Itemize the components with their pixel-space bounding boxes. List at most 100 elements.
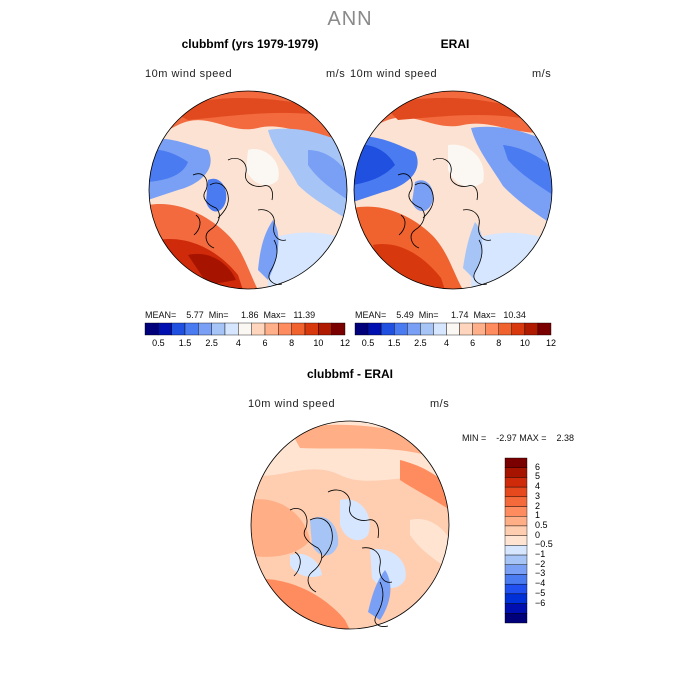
colorbar-tick-label: 1.5 (387, 338, 401, 348)
colorbar-swatch (144, 322, 159, 336)
colorbar-swatch (367, 322, 382, 336)
colorbar-swatch (251, 322, 266, 336)
colorbar-swatch (537, 322, 552, 336)
colorbar-swatch (211, 322, 226, 336)
panel2-variable: 10m wind speed (350, 68, 438, 80)
colorbar-swatch (184, 322, 199, 336)
colorbar-swatch (504, 506, 528, 517)
colorbar-tick-label: 2.5 (205, 338, 218, 348)
colorbar-swatch (394, 322, 408, 336)
panel2-stats: MEAN= 5.49 Min= 1.74 Max= 10.34 (355, 310, 526, 320)
colorbar-tick-label: 6 (262, 338, 268, 348)
panel2-colorbar-ticks: 0.5 1.5 2.5 4 6 8 10 12 (355, 338, 556, 350)
colorbar-swatch (238, 322, 252, 336)
colorbar-swatch (511, 322, 526, 336)
colorbar-tick-label: −0.5 (535, 539, 553, 550)
colorbar-swatch (504, 593, 528, 604)
colorbar-swatch (504, 554, 528, 565)
colorbar-swatch (198, 322, 212, 336)
panel2-units: m/s (532, 68, 552, 80)
colorbar-swatch (158, 322, 172, 336)
colorbar-tick-label: 1 (535, 510, 541, 521)
colorbar-tick-label: 0 (535, 529, 541, 540)
colorbar-tick-label: 8 (289, 338, 295, 348)
colorbar-tick-label: −3 (535, 568, 546, 579)
panel1-title: clubbmf (yrs 1979-1979) (181, 37, 319, 51)
colorbar-swatch (504, 603, 528, 614)
colorbar-swatch (504, 535, 528, 546)
panel1-stats: MEAN= 5.77 Min= 1.86 Max= 11.39 (145, 310, 316, 320)
colorbar-tick-label: 2.5 (414, 338, 427, 348)
panel1-units: m/s (326, 68, 346, 80)
colorbar-swatch (504, 545, 528, 556)
colorbar-tick-label: 12 (545, 338, 557, 348)
colorbar-tick-label: 6 (535, 461, 541, 472)
colorbar-swatch (504, 477, 528, 488)
colorbar-tick-label: 4 (443, 338, 449, 348)
colorbar-tick-label: −1 (535, 549, 546, 560)
colorbar-tick-label: 8 (496, 338, 502, 348)
panel3-map (250, 420, 450, 630)
panel3-variable: 10m wind speed (248, 398, 336, 410)
colorbar-tick-label: 10 (519, 338, 530, 348)
colorbar-swatch (331, 322, 346, 336)
colorbar-swatch (224, 322, 239, 336)
colorbar-swatch (504, 564, 528, 575)
panel2-title: ERAI (440, 37, 470, 51)
panel2-colorbar (354, 322, 552, 336)
panel1-map (148, 90, 348, 290)
colorbar-tick-label: 0.5 (361, 338, 375, 348)
panel3-stats: MIN = -2.97 MAX = 2.38 (462, 433, 575, 443)
figure-title: ANN (327, 8, 373, 30)
panel3-units: m/s (430, 398, 450, 410)
colorbar-tick-label: 4 (535, 481, 541, 492)
colorbar-tick-label: 1.5 (178, 338, 192, 348)
colorbar-swatch (318, 322, 332, 336)
colorbar-tick-label: 2 (535, 500, 541, 511)
colorbar-swatch (264, 322, 279, 336)
colorbar-swatch (291, 322, 306, 336)
panel3-title: clubbmf - ERAI (307, 367, 393, 381)
colorbar-swatch (504, 486, 528, 498)
colorbar-swatch (433, 322, 447, 336)
colorbar-swatch (504, 496, 528, 507)
colorbar-swatch (524, 322, 539, 336)
panel1-colorbar (144, 322, 346, 336)
colorbar-swatch (504, 516, 528, 527)
colorbar-tick-label: 0.5 (152, 338, 165, 348)
colorbar-swatch (504, 525, 528, 536)
colorbar-swatch (407, 322, 421, 336)
colorbar-swatch (504, 583, 528, 595)
colorbar-tick-label: 12 (339, 338, 351, 348)
colorbar-swatch (498, 322, 513, 336)
colorbar-swatch (420, 322, 434, 336)
colorbar-swatch (504, 613, 528, 624)
colorbar-swatch (446, 322, 460, 336)
colorbar-swatch (504, 574, 528, 585)
colorbar-tick-label: 5 (535, 471, 541, 482)
colorbar-tick-label: −6 (535, 597, 546, 608)
colorbar-swatch (485, 322, 499, 336)
colorbar-tick-label: −4 (535, 578, 546, 589)
panel3-colorbar-ticks: 6 5 4 3 2 1 0.5 0 −0.5 −1 −2 −3 −4 −5 −6 (535, 458, 575, 623)
colorbar-tick-label: 10 (313, 338, 324, 348)
panel1-variable: 10m wind speed (145, 68, 233, 80)
panel1-colorbar-ticks: 0.5 1.5 2.5 4 6 8 10 12 (145, 338, 350, 350)
colorbar-swatch (171, 322, 186, 336)
colorbar-swatch (380, 322, 395, 336)
colorbar-tick-label: 4 (235, 338, 241, 348)
colorbar-tick-label: 0.5 (535, 519, 548, 530)
colorbar-tick-label: 3 (535, 490, 541, 501)
colorbar-swatch (354, 322, 369, 336)
colorbar-swatch (278, 322, 292, 336)
colorbar-swatch (472, 322, 486, 336)
colorbar-swatch (459, 322, 473, 336)
panel3-colorbar (504, 457, 528, 624)
colorbar-tick-label: −2 (535, 558, 546, 569)
colorbar-tick-label: 6 (470, 338, 476, 348)
colorbar-tick-label: −5 (535, 587, 546, 598)
colorbar-swatch (504, 467, 528, 478)
panel2-map (353, 90, 553, 290)
colorbar-swatch (504, 457, 528, 468)
colorbar-swatch (304, 322, 319, 336)
